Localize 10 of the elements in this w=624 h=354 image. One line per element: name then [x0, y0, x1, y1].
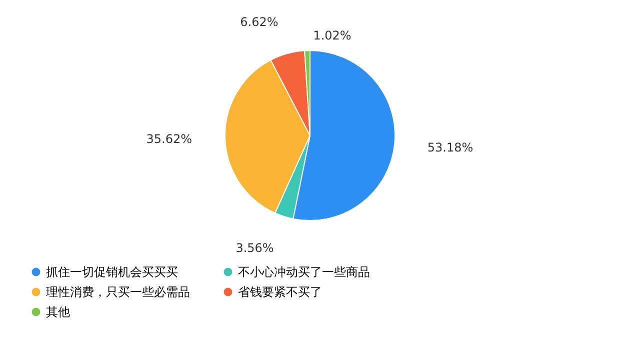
data-label: 6.62%: [240, 14, 278, 29]
data-label: 35.62%: [146, 132, 192, 146]
legend-label: 省钱要紧不买了: [238, 285, 322, 299]
data-label: 3.56%: [236, 240, 274, 255]
data-label: 1.02%: [313, 28, 352, 43]
data-label: 53.18%: [427, 140, 474, 154]
legend-label: 其他: [46, 305, 70, 319]
legend-label: 不小心冲动买了一些商品: [238, 265, 370, 279]
legend-label: 理性消费，只买一些必需品: [46, 285, 190, 299]
legend-label: 抓住一切促销机会买买买: [46, 265, 178, 279]
